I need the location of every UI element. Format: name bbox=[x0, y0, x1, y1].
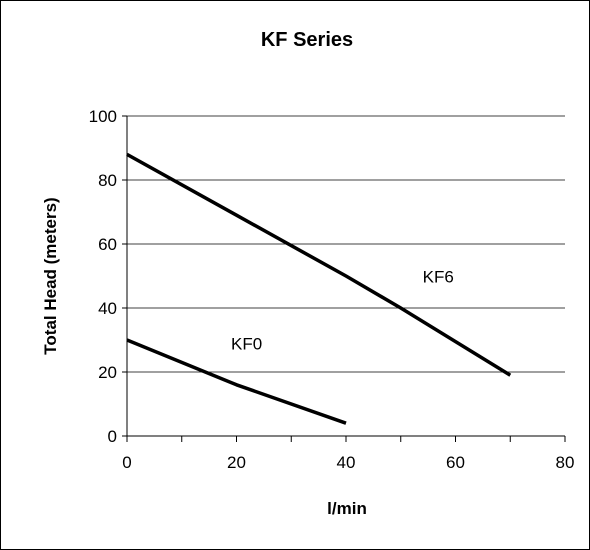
y-tick-label: 40 bbox=[98, 299, 117, 318]
y-tick-label: 80 bbox=[98, 171, 117, 190]
y-tick-labels: 0 20 40 60 80 100 bbox=[89, 107, 117, 446]
x-tick-label: 0 bbox=[122, 453, 131, 472]
chart-title: KF Series bbox=[261, 29, 353, 51]
series-lines bbox=[126, 152, 512, 425]
series-label-kf0: KF0 bbox=[231, 335, 262, 354]
series-labels: KF6 KF0 bbox=[231, 267, 454, 353]
x-tick-labels: 0 20 40 60 80 bbox=[122, 453, 574, 472]
x-tick-label: 80 bbox=[556, 453, 575, 472]
y-tick-label: 20 bbox=[98, 363, 117, 382]
x-tick-label: 20 bbox=[227, 453, 246, 472]
x-tick-label: 40 bbox=[337, 453, 356, 472]
y-tick-label: 100 bbox=[89, 107, 117, 126]
x-axis-label: l/min bbox=[327, 499, 367, 518]
y-tick-label: 0 bbox=[108, 427, 117, 446]
axes bbox=[122, 115, 566, 442]
series-label-kf6: KF6 bbox=[423, 267, 454, 286]
y-axis-label: Total Head (meters) bbox=[41, 197, 60, 354]
gridlines bbox=[127, 115, 565, 373]
y-tick-label: 60 bbox=[98, 235, 117, 254]
x-tick-label: 60 bbox=[446, 453, 465, 472]
series-line-kf6 bbox=[126, 152, 512, 377]
series-line-kf0 bbox=[126, 338, 347, 425]
